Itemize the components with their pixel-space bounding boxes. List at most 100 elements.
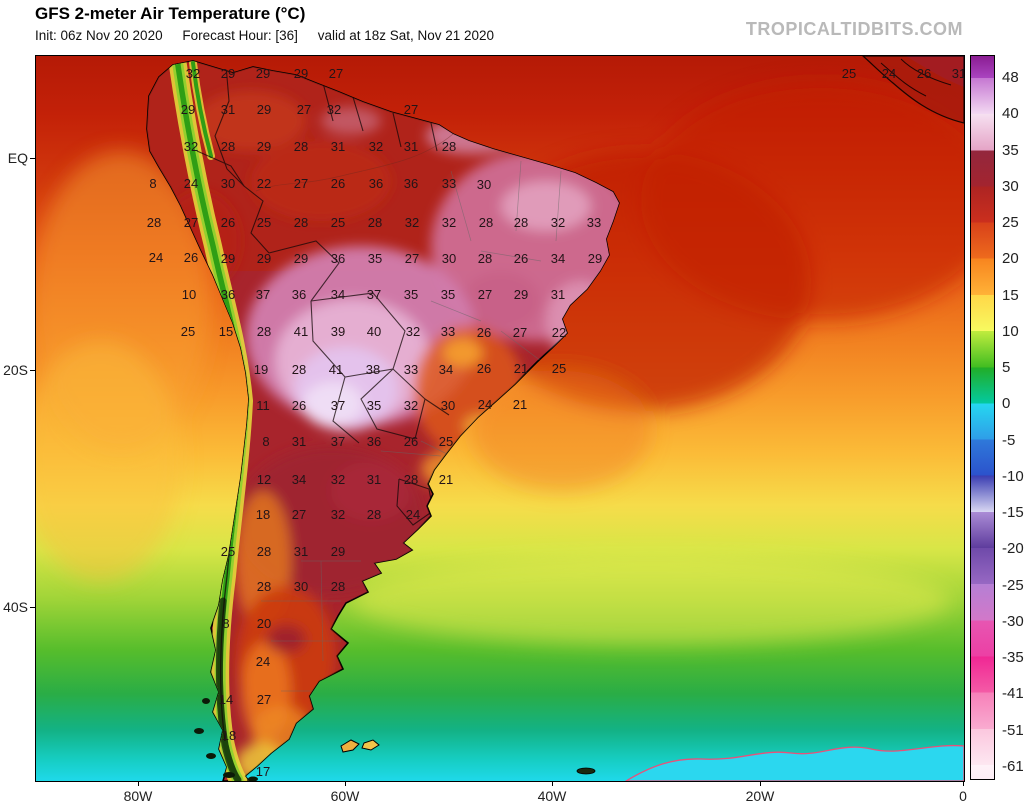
colorbar-tick-label: -10: [1002, 467, 1024, 485]
station-temp: 27: [478, 287, 492, 302]
colorbar-tick-label: -51: [1002, 721, 1024, 739]
station-temp: 31: [221, 102, 235, 117]
station-temp: 26: [292, 398, 306, 413]
south-georgia-island: [576, 767, 596, 775]
colorbar-tick-label: 0: [1002, 395, 1011, 413]
station-temp: 24: [184, 176, 198, 191]
lon-label: 0: [959, 788, 967, 804]
station-temp: 36: [331, 251, 345, 266]
station-temp: 27: [297, 102, 311, 117]
station-temp: 27: [404, 102, 418, 117]
station-temp: 10: [182, 287, 196, 302]
station-temp: 36: [292, 287, 306, 302]
station-temp: 26: [184, 250, 198, 265]
station-temp: 27: [513, 325, 527, 340]
station-temp: 32: [327, 102, 341, 117]
station-temp: 26: [404, 434, 418, 449]
lon-label: 80W: [123, 788, 153, 804]
station-temp: 35: [367, 398, 381, 413]
valid-time: valid at 18z Sat, Nov 21 2020: [317, 28, 495, 43]
station-temp: 28: [147, 215, 161, 230]
station-temp: 33: [441, 324, 455, 339]
station-temp: 26: [477, 325, 491, 340]
station-temp: 27: [257, 692, 271, 707]
station-temp: 27: [184, 215, 198, 230]
station-temp: 22: [257, 176, 271, 191]
run-info: Init: 06z Nov 20 2020 Forecast Hour: [36…: [35, 28, 510, 43]
station-temp: 30: [294, 579, 308, 594]
station-temp: 8: [222, 616, 229, 631]
station-temp: 32: [404, 398, 418, 413]
africa-corner: [862, 56, 964, 124]
station-temp: 25: [331, 215, 345, 230]
colorbar-tick-label: -61: [1002, 757, 1024, 775]
station-temp: 28: [294, 215, 308, 230]
station-temp: 21: [514, 361, 528, 376]
colorbar-tick-label: 15: [1002, 286, 1019, 304]
station-temp: 25: [257, 215, 271, 230]
lat-label: 40S: [3, 599, 28, 615]
colorbar-tick-label: -41: [1002, 685, 1024, 703]
station-temp: 25: [181, 324, 195, 339]
station-temp: 34: [439, 362, 453, 377]
fuegian-islets: [194, 698, 258, 781]
station-temp: 29: [256, 66, 270, 81]
station-temp: 24: [256, 654, 270, 669]
lon-tick-mark: [963, 781, 964, 786]
ocean-warm-pools: [36, 81, 964, 646]
station-temp: 32: [406, 324, 420, 339]
station-temp: 29: [221, 66, 235, 81]
colorbar-tick-label: 40: [1002, 105, 1019, 123]
state-borders: [255, 133, 562, 692]
station-temp: 15: [219, 324, 233, 339]
station-temp: 32: [331, 472, 345, 487]
colorbar: [970, 55, 995, 780]
station-temp: 29: [257, 139, 271, 154]
lon-label: 20W: [745, 788, 775, 804]
lon-tick-mark: [345, 781, 346, 786]
station-temp: 39: [331, 324, 345, 339]
station-temp: 30: [442, 251, 456, 266]
station-temp: 28: [368, 215, 382, 230]
init-time: Init: 06z Nov 20 2020: [35, 28, 163, 43]
colorbar-tick-label: -30: [1002, 612, 1024, 630]
colorbar-tick-label: -25: [1002, 576, 1024, 594]
lat-tick-mark: [30, 370, 35, 371]
station-temp: 12: [257, 472, 271, 487]
station-temp: 25: [552, 361, 566, 376]
station-temp: 25: [439, 434, 453, 449]
station-temp: 37: [256, 287, 270, 302]
lon-label: 40W: [537, 788, 567, 804]
station-temp: 26: [477, 361, 491, 376]
station-temp: 36: [367, 434, 381, 449]
station-temp: 40: [367, 324, 381, 339]
station-temp: 28: [221, 139, 235, 154]
station-temp: 26: [514, 251, 528, 266]
station-temp: 29: [331, 544, 345, 559]
station-temp: 32: [184, 139, 198, 154]
colorbar-tick-label: 5: [1002, 359, 1011, 377]
station-temp: 32: [331, 507, 345, 522]
station-temp: 37: [367, 287, 381, 302]
station-temp: 28: [257, 544, 271, 559]
cold-band: [624, 744, 964, 781]
station-temp: 27: [405, 251, 419, 266]
station-temp: 22: [552, 325, 566, 340]
station-temp: 27: [329, 66, 343, 81]
station-temp: 26: [917, 66, 931, 81]
lon-tick-mark: [760, 781, 761, 786]
station-temp: 11: [256, 398, 270, 413]
temperature-map: 32 29 29 29 27 25 24 26 31 29 31 29 27 32 27 32 28 29 28 31…: [35, 55, 965, 782]
station-temp: 17: [256, 764, 270, 779]
station-temp: 14: [219, 692, 233, 707]
station-temp: 29: [294, 251, 308, 266]
colorbar-tick-label: 10: [1002, 322, 1019, 340]
lat-label: EQ: [7, 150, 28, 166]
station-temp: 33: [442, 176, 456, 191]
page-title: GFS 2-meter Air Temperature (°C): [35, 4, 306, 23]
colorbar-tick-label: 35: [1002, 141, 1019, 159]
station-temp: 36: [404, 176, 418, 191]
colorbar-tick-label: 48: [1002, 69, 1019, 86]
station-temp: 18: [222, 728, 236, 743]
